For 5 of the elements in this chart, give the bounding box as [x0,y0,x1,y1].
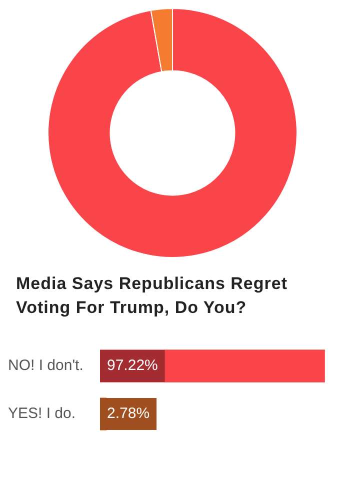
chart-title: Media Says Republicans Regret Voting For Trump, Do You? [16,273,288,319]
data-label: 97.22% [107,357,158,374]
data-label: 2.78% [107,405,150,422]
y-tick-label: YES! I do. [8,405,76,422]
y-tick-label: NO! I don't. [8,357,84,374]
